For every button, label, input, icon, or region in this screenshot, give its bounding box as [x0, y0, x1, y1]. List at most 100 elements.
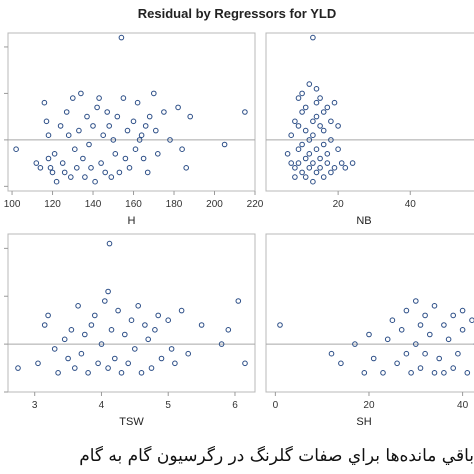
x-tick-label-h-180: 180 — [166, 199, 183, 210]
point-h-39 — [114, 113, 121, 120]
point-sh-17 — [417, 322, 424, 328]
point-tsw-11 — [78, 350, 85, 357]
point-h-51 — [140, 155, 147, 162]
point-nb-46 — [331, 165, 338, 171]
point-tsw-47 — [242, 360, 248, 367]
point-tsw-25 — [118, 370, 125, 376]
x-tick-label-sh-40: 40 — [457, 400, 469, 411]
x-tick-label-h-100: 100 — [4, 199, 21, 210]
x-tick-label-tsw-5: 5 — [165, 400, 171, 411]
point-sh-24 — [436, 355, 443, 362]
point-sh-15 — [413, 298, 419, 304]
point-h-14 — [63, 109, 70, 115]
point-h-8 — [49, 169, 56, 176]
point-h-62 — [183, 165, 189, 171]
x-tick-label-h-220: 220 — [247, 199, 264, 210]
point-h-41 — [118, 34, 125, 41]
point-sh-22 — [431, 370, 438, 376]
point-nb-34 — [317, 165, 323, 171]
point-nb-52 — [349, 160, 356, 166]
point-nb-0 — [284, 151, 291, 157]
point-nb-30 — [313, 113, 320, 120]
x-tick-label-tsw-4: 4 — [99, 400, 105, 411]
x-tick-label-tsw-6: 6 — [232, 400, 238, 411]
point-sh-21 — [427, 331, 433, 338]
point-nb-38 — [320, 109, 327, 115]
point-tsw-1 — [35, 360, 41, 367]
point-tsw-28 — [128, 317, 135, 324]
point-h-37 — [110, 137, 117, 143]
point-tsw-27 — [125, 360, 131, 367]
point-tsw-10 — [75, 303, 81, 309]
x-tick-label-nb-40: 40 — [405, 199, 417, 210]
point-tsw-8 — [68, 327, 75, 333]
point-tsw-38 — [165, 317, 171, 324]
point-h-44 — [124, 127, 131, 134]
point-nb-29 — [313, 169, 320, 176]
x-tick-label-h-200: 200 — [206, 199, 223, 210]
panel-h: 100 120 140 160 180 200 220 H — [4, 32, 264, 227]
point-sh-13 — [403, 350, 410, 357]
x-axis-label-sh: SH — [356, 416, 371, 428]
point-nb-13 — [299, 109, 305, 115]
point-tsw-22 — [108, 327, 115, 333]
point-nb-28 — [313, 146, 320, 152]
point-h-23 — [82, 174, 88, 180]
point-sh-11 — [398, 327, 405, 333]
point-tsw-15 — [92, 312, 98, 319]
point-h-49 — [136, 137, 143, 143]
point-tsw-45 — [225, 327, 232, 333]
point-tsw-30 — [135, 303, 141, 309]
point-tsw-41 — [178, 307, 185, 314]
point-tsw-17 — [98, 341, 105, 347]
point-h-5 — [45, 132, 52, 138]
chart-title: Residual by Regressors for YLD — [137, 6, 337, 21]
point-h-25 — [86, 141, 92, 148]
point-tsw-7 — [65, 355, 71, 362]
point-tsw-20 — [105, 365, 111, 371]
point-tsw-23 — [112, 355, 118, 362]
point-sh-20 — [422, 312, 428, 319]
x-tick-label-nb-20: 20 — [333, 199, 345, 210]
point-sh-0 — [277, 322, 283, 328]
point-tsw-5 — [55, 370, 61, 376]
point-h-16 — [68, 174, 74, 180]
point-h-42 — [120, 95, 127, 101]
point-tsw-13 — [85, 370, 91, 376]
point-nb-45 — [328, 137, 334, 143]
point-tsw-40 — [172, 360, 178, 367]
point-tsw-19 — [105, 288, 111, 295]
point-nb-26 — [310, 34, 316, 41]
point-nb-35 — [317, 95, 323, 101]
point-h-55 — [151, 90, 157, 97]
point-sh-34 — [469, 317, 474, 323]
point-sh-8 — [384, 336, 391, 343]
point-nb-1 — [288, 160, 295, 166]
point-tsw-43 — [198, 322, 205, 328]
point-h-21 — [78, 90, 84, 97]
point-h-28 — [92, 178, 98, 185]
point-nb-37 — [320, 174, 327, 180]
point-h-27 — [90, 123, 96, 129]
point-sh-19 — [422, 350, 428, 357]
point-tsw-2 — [41, 322, 48, 328]
point-sh-31 — [459, 327, 466, 333]
figure-caption: باقي مانده‌ها براي صفات گلرنگ در رگرسيون… — [79, 446, 474, 466]
point-sh-4 — [361, 370, 368, 376]
point-tsw-21 — [106, 240, 113, 247]
point-h-53 — [144, 169, 151, 176]
point-h-2 — [37, 165, 44, 171]
point-h-61 — [179, 146, 185, 152]
point-nb-8 — [295, 160, 302, 166]
panel-tsw: 3 4 5 6 TSW — [4, 233, 256, 428]
point-nb-9 — [295, 123, 302, 129]
point-nb-32 — [317, 155, 323, 162]
point-h-48 — [134, 99, 141, 106]
point-h-45 — [126, 165, 133, 171]
point-tsw-42 — [185, 350, 191, 357]
point-nb-42 — [324, 151, 331, 157]
x-tick-label-tsw-3: 3 — [32, 400, 38, 411]
point-sh-18 — [417, 365, 424, 371]
point-sh-3 — [352, 341, 358, 347]
